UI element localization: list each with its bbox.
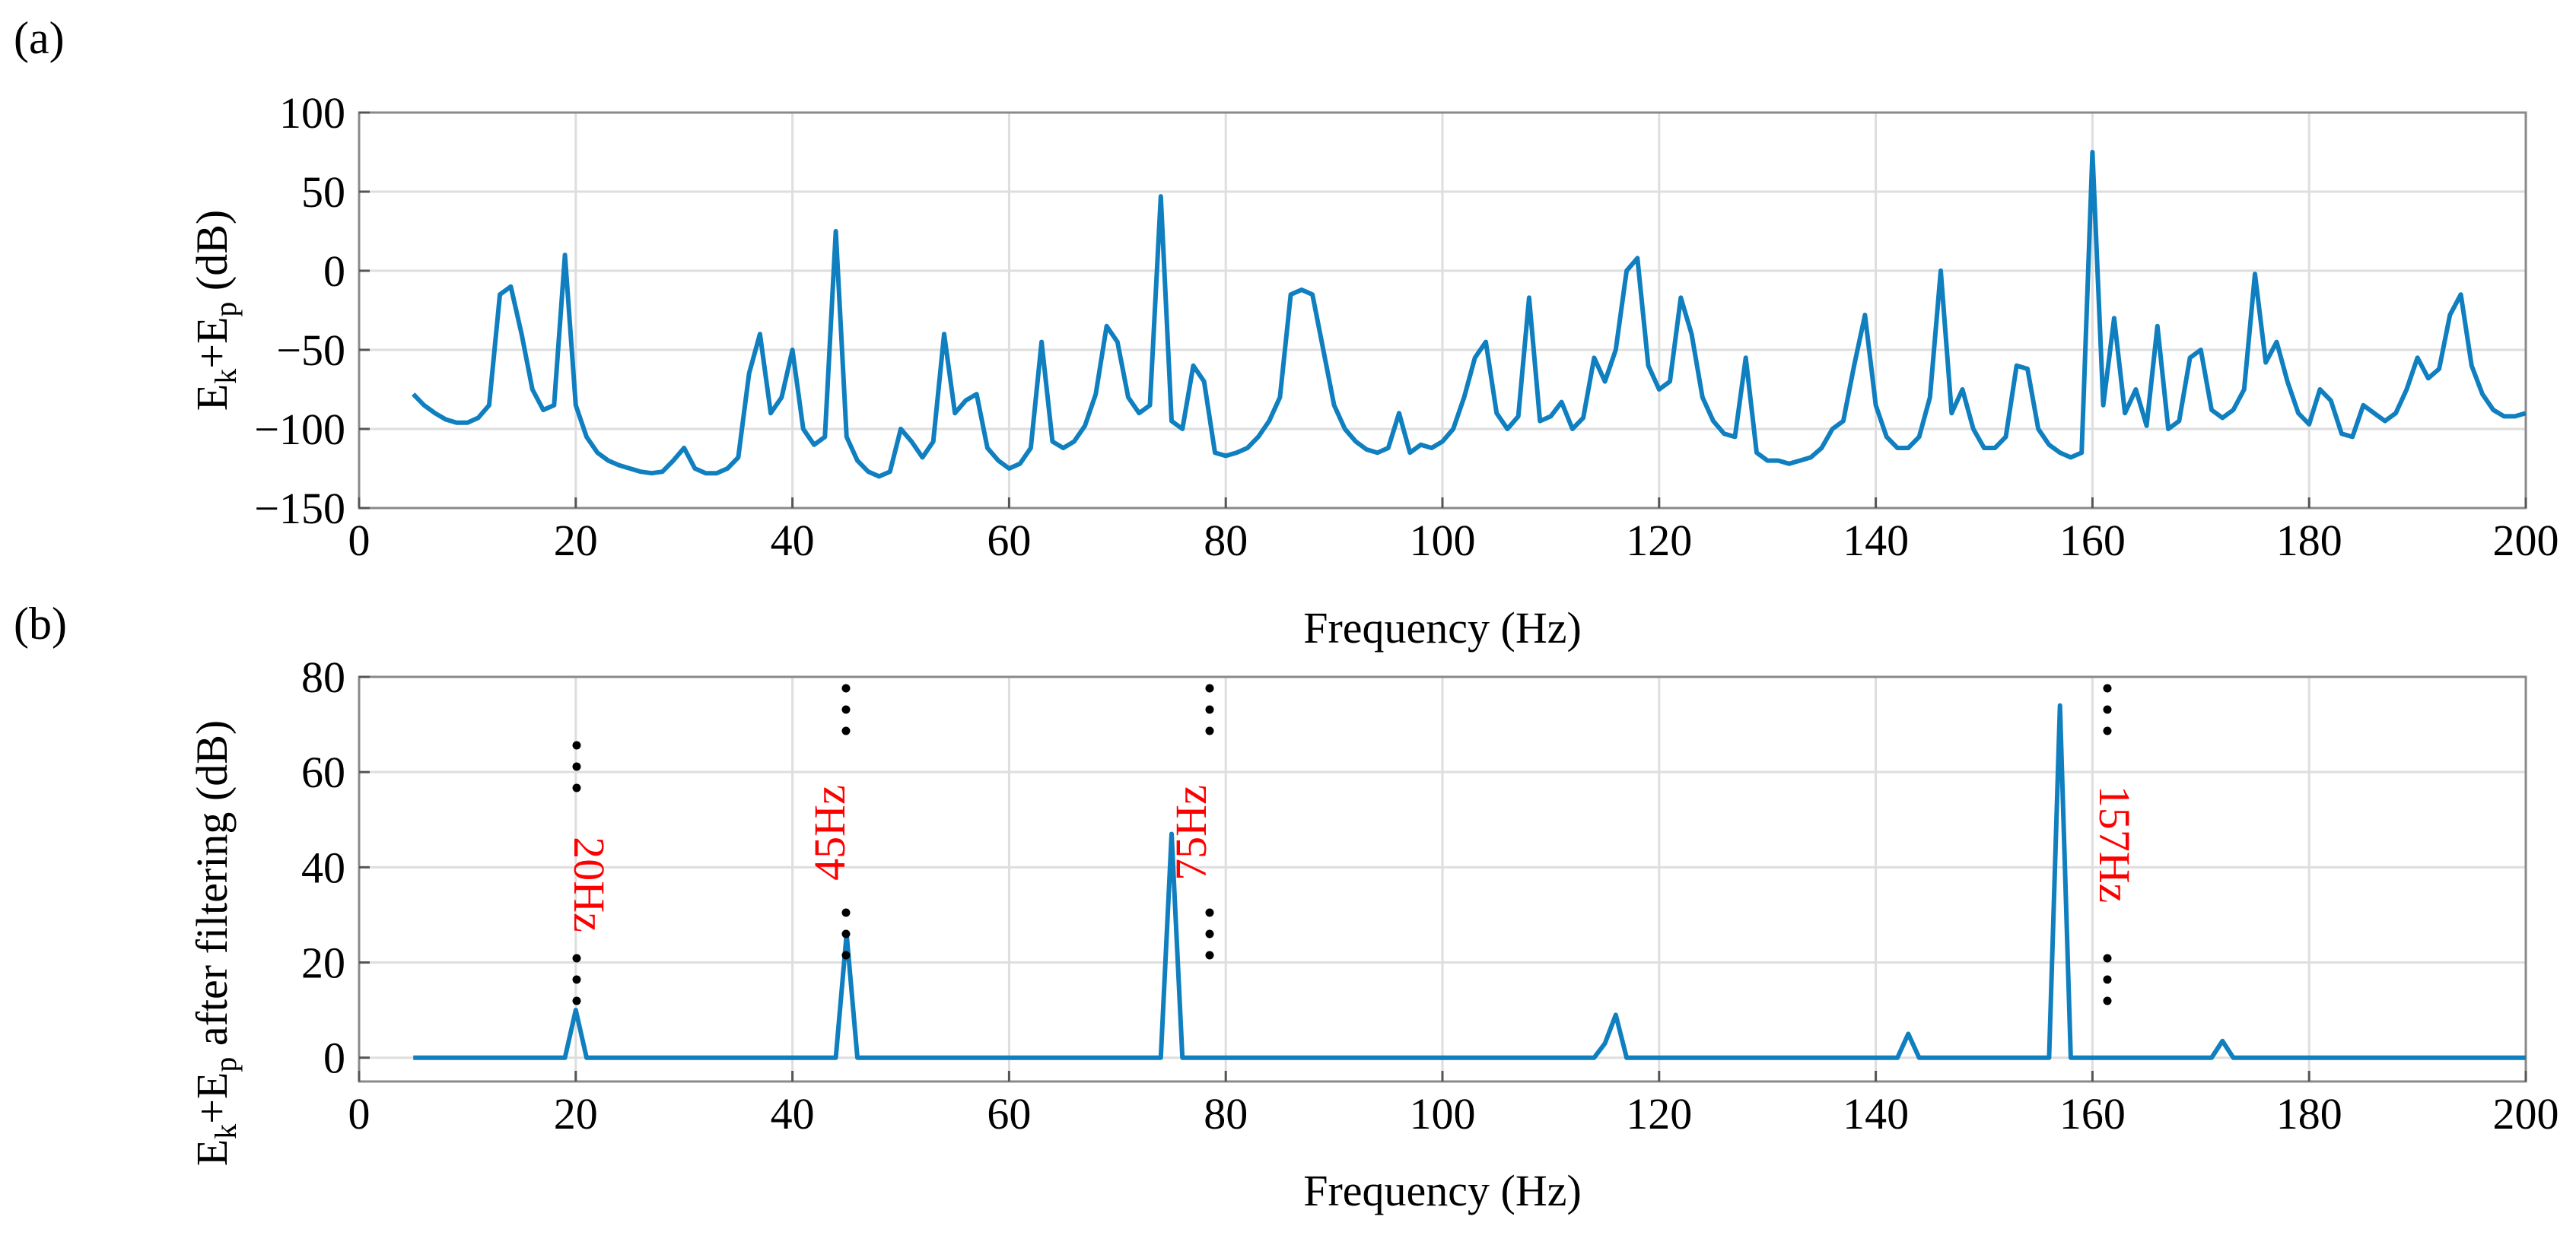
x-tick-label: 120 bbox=[1626, 1089, 1692, 1139]
panel-label: (a) bbox=[14, 13, 65, 63]
y-axis-label-sub: p bbox=[208, 302, 243, 317]
x-tick-label: 140 bbox=[1843, 516, 1909, 565]
y-tick-label: 80 bbox=[301, 653, 345, 702]
y-tick-label: 0 bbox=[323, 246, 345, 296]
annotation-dot bbox=[1205, 705, 1214, 714]
x-axis-label: Frequency (Hz) bbox=[1303, 603, 1582, 653]
annotation-label: 157Hz bbox=[2090, 786, 2139, 904]
y-axis-label: Ek+Ep (dB) bbox=[187, 210, 243, 411]
annotation-dot bbox=[572, 975, 581, 984]
annotation-dot bbox=[2103, 975, 2112, 984]
annotation-dot bbox=[841, 929, 851, 939]
x-tick-label: 140 bbox=[1843, 1089, 1909, 1139]
annotation-label: 75Hz bbox=[1166, 785, 1216, 881]
x-tick-label: 20 bbox=[554, 1089, 598, 1139]
annotation-label: 45Hz bbox=[805, 785, 854, 881]
y-axis-label-sub: k bbox=[208, 1124, 243, 1139]
y-axis-label-part: after filtering (dB) bbox=[187, 720, 237, 1057]
series-line bbox=[412, 150, 2527, 479]
annotation-dot bbox=[572, 996, 581, 1005]
y-tick-label: 50 bbox=[301, 167, 345, 217]
x-tick-label: 100 bbox=[1410, 1089, 1476, 1139]
annotation-dot bbox=[841, 705, 851, 714]
y-axis-label: Ek+Ep after filtering (dB) bbox=[187, 720, 243, 1166]
annotation-label: 20Hz bbox=[564, 837, 614, 932]
annotation-dot bbox=[572, 954, 581, 963]
x-tick-label: 60 bbox=[987, 516, 1031, 565]
x-tick-label: 200 bbox=[2493, 1089, 2559, 1139]
annotation-dot bbox=[1205, 726, 1214, 735]
y-tick-label: −150 bbox=[254, 484, 345, 533]
y-axis-label-part: E bbox=[187, 1139, 237, 1166]
annotation-dot bbox=[2103, 726, 2112, 735]
annotation-dot bbox=[841, 684, 851, 693]
x-tick-label: 60 bbox=[987, 1089, 1031, 1139]
annotation-dot bbox=[572, 762, 581, 771]
annotation-dot bbox=[841, 726, 851, 735]
annotation-dot bbox=[841, 951, 851, 960]
y-tick-label: 60 bbox=[301, 748, 345, 797]
series-line bbox=[413, 703, 2526, 1060]
annotation-dot bbox=[1205, 684, 1214, 693]
x-tick-label: 100 bbox=[1410, 516, 1476, 565]
x-tick-label: 80 bbox=[1204, 1089, 1248, 1139]
x-tick-label: 160 bbox=[2059, 1089, 2126, 1139]
annotation-dot bbox=[2103, 684, 2112, 693]
y-tick-label: 20 bbox=[301, 939, 345, 988]
annotation-dot bbox=[572, 741, 581, 750]
x-tick-label: 80 bbox=[1204, 516, 1248, 565]
y-tick-label: 0 bbox=[323, 1034, 345, 1083]
y-axis-label-sub: p bbox=[208, 1057, 243, 1072]
annotation-dot bbox=[841, 908, 851, 917]
y-axis-label-part: E bbox=[187, 384, 237, 411]
x-tick-label: 40 bbox=[771, 1089, 815, 1139]
panel-a: (a) 0 20 40 60 80 100 120 140 160 180 200 −150 −100 −5… bbox=[14, 13, 2559, 653]
annotation-dot bbox=[1205, 908, 1214, 917]
x-tick-label: 200 bbox=[2493, 516, 2559, 565]
annotation-dot bbox=[2103, 705, 2112, 714]
y-tick-label: 100 bbox=[279, 88, 345, 138]
x-tick-label: 180 bbox=[2276, 1089, 2342, 1139]
annotation-dot bbox=[1205, 951, 1214, 960]
panel-b: (b) 0 20 40 60 80 100 120 140 160 180 200 0 20 40 60 80 F… bbox=[14, 599, 2559, 1215]
y-axis-label-part: +E bbox=[187, 317, 237, 369]
panel-label: (b) bbox=[14, 599, 67, 649]
x-tick-label: 0 bbox=[348, 516, 370, 565]
x-tick-label: 160 bbox=[2059, 516, 2126, 565]
x-tick-label: 40 bbox=[771, 516, 815, 565]
y-axis-label-sub: k bbox=[208, 369, 243, 384]
annotation-dot bbox=[1205, 929, 1214, 939]
x-tick-label: 180 bbox=[2276, 516, 2342, 565]
y-axis-label-part: +E bbox=[187, 1072, 237, 1124]
annotation-dot bbox=[2103, 954, 2112, 963]
y-tick-label: 40 bbox=[301, 843, 345, 892]
x-tick-label: 20 bbox=[554, 516, 598, 565]
y-tick-label: −50 bbox=[276, 326, 345, 375]
y-axis-label-part: (dB) bbox=[187, 210, 237, 302]
x-axis-label: Frequency (Hz) bbox=[1303, 1166, 1582, 1215]
x-tick-label: 0 bbox=[348, 1089, 370, 1139]
annotation-dot bbox=[2103, 996, 2112, 1005]
annotation-dot bbox=[572, 783, 581, 792]
x-tick-label: 120 bbox=[1626, 516, 1692, 565]
y-tick-label: −100 bbox=[254, 405, 345, 454]
